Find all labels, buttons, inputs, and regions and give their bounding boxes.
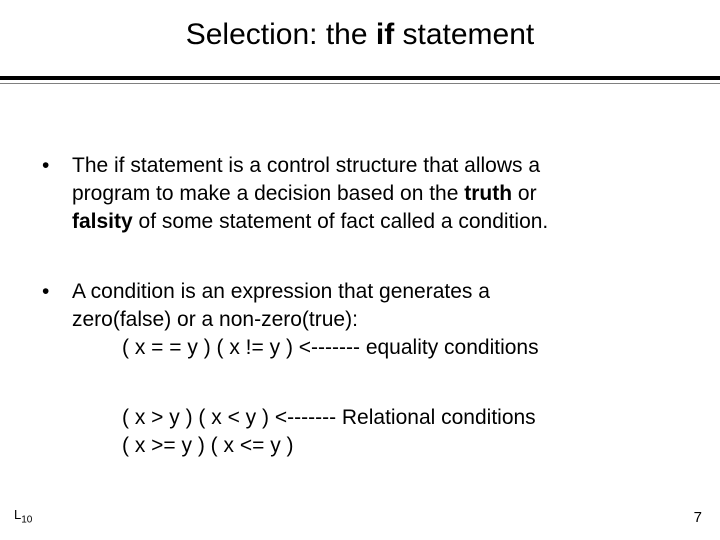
text-bold: truth (464, 182, 512, 205)
bullet-line-indent: ( x = = y ) ( x != y ) <------- equality… (72, 334, 678, 362)
text-span: of some statement of fact called a condi… (133, 210, 549, 233)
text-span: The if statement is a control structure … (72, 154, 540, 177)
title-bold: if (376, 18, 394, 51)
title-rule (0, 76, 720, 84)
slide: Selection: the if statement • The if sta… (0, 0, 720, 540)
bullet-line: The if statement is a control structure … (72, 152, 678, 180)
title-pre: Selection: the (186, 18, 376, 51)
text-span: program to make a decision based on the (72, 182, 464, 205)
bullet-line: falsity of some statement of fact called… (72, 208, 678, 236)
bullet-mark-empty (42, 404, 72, 460)
bullet-mark: • (42, 278, 72, 362)
text-span: or (512, 182, 537, 205)
footer-left: L10 (14, 507, 32, 526)
text-span: ( x = = y ) ( x != y ) <------- equality… (122, 336, 539, 359)
rule-thin (0, 83, 720, 84)
title-post: statement (394, 18, 534, 51)
content-area: • The if statement is a control structur… (42, 152, 678, 502)
text-span: zero(false) or a non-zero(true): (72, 308, 358, 331)
bullet-line: zero(false) or a non-zero(true): (72, 306, 678, 334)
bullet-line: A condition is an expression that genera… (72, 278, 678, 306)
bullet-line-indent: ( x >= y ) ( x <= y ) (72, 432, 678, 460)
bullet-3: ( x > y ) ( x < y ) <------- Relational … (42, 404, 678, 460)
bullet-1: • The if statement is a control structur… (42, 152, 678, 236)
text-span: A condition is an expression that genera… (72, 280, 490, 303)
slide-title: Selection: the if statement (0, 18, 720, 52)
text-span: ( x >= y ) ( x <= y ) (122, 434, 294, 457)
page-number: 7 (694, 509, 702, 526)
bullet-2-text: A condition is an expression that genera… (72, 278, 678, 362)
rule-thick (0, 76, 720, 80)
bullet-2: • A condition is an expression that gene… (42, 278, 678, 362)
bullet-3-text: ( x > y ) ( x < y ) <------- Relational … (72, 404, 678, 460)
bullet-1-text: The if statement is a control structure … (72, 152, 678, 236)
bullet-line: program to make a decision based on the … (72, 180, 678, 208)
footer-left-sub: 10 (21, 515, 32, 526)
bullet-mark: • (42, 152, 72, 236)
text-bold: falsity (72, 210, 133, 233)
text-span: ( x > y ) ( x < y ) <------- Relational … (122, 406, 536, 429)
bullet-line-indent: ( x > y ) ( x < y ) <------- Relational … (72, 404, 678, 432)
